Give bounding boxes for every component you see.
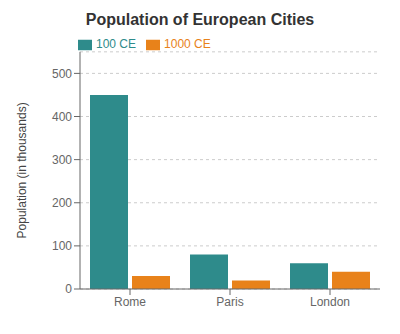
svg-text:Rome: Rome	[114, 295, 146, 309]
svg-text:0: 0	[65, 282, 72, 296]
svg-text:Paris: Paris	[216, 295, 243, 309]
svg-text:300: 300	[52, 153, 72, 167]
svg-text:400: 400	[52, 110, 72, 124]
svg-text:100: 100	[52, 239, 72, 253]
html-text:Population of European Cities: Population of European Cities	[85, 11, 315, 28]
svg-text:200: 200	[52, 196, 72, 210]
svg-text:Population (in thousands): Population (in thousands)	[15, 102, 29, 238]
html-text:100 CE: 100 CE	[96, 37, 136, 51]
html-text:1000 CE: 1000 CE	[164, 37, 211, 51]
svg-text:London: London	[310, 295, 350, 309]
svg-text:500: 500	[52, 67, 72, 81]
